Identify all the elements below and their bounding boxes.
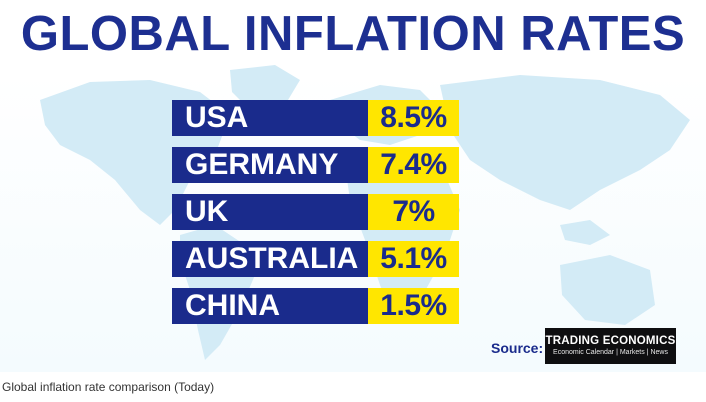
country-label: USA (172, 100, 368, 136)
country-label: UK (172, 194, 368, 230)
table-row: GERMANY 7.4% (172, 147, 462, 183)
rate-value: 5.1% (368, 241, 459, 277)
table-row: AUSTRALIA 5.1% (172, 241, 462, 277)
rate-value: 1.5% (368, 288, 459, 324)
table-row: CHINA 1.5% (172, 288, 462, 324)
table-row: USA 8.5% (172, 100, 462, 136)
logo-tagline: Economic Calendar | Markets | News (553, 349, 668, 356)
inflation-graphic: GLOBAL INFLATION RATES USA 8.5% GERMANY 7.4… (0, 0, 706, 372)
country-label: GERMANY (172, 147, 368, 183)
trading-economics-logo: TRADING ECONOMICS Economic Calendar | Ma… (545, 328, 676, 364)
rate-value: 7.4% (368, 147, 459, 183)
rate-value: 8.5% (368, 100, 459, 136)
chart-title: GLOBAL INFLATION RATES (20, 7, 686, 61)
logo-brand-name: TRADING ECONOMICS (545, 335, 676, 347)
country-label: CHINA (172, 288, 368, 324)
rate-value: 7% (368, 194, 459, 230)
source-label: Source: (491, 340, 544, 356)
inflation-table: USA 8.5% GERMANY 7.4% UK 7% AUSTRALIA 5.1% CHINA… (172, 100, 462, 335)
image-caption: Global inflation rate comparison (Today) (2, 380, 215, 394)
country-label: AUSTRALIA (172, 241, 368, 277)
table-row: UK 7% (172, 194, 462, 230)
